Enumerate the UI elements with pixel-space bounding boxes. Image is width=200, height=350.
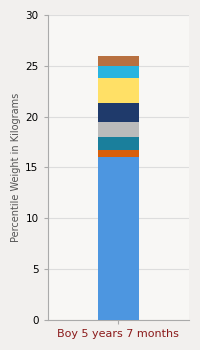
Y-axis label: Percentile Weight in Kilograms: Percentile Weight in Kilograms	[11, 93, 21, 242]
Bar	[98, 158, 139, 320]
Bar	[98, 137, 139, 150]
Bar	[98, 56, 139, 66]
Bar	[98, 104, 139, 122]
Bar	[98, 150, 139, 158]
Bar	[98, 122, 139, 137]
Bar	[98, 78, 139, 104]
Bar	[98, 66, 139, 78]
